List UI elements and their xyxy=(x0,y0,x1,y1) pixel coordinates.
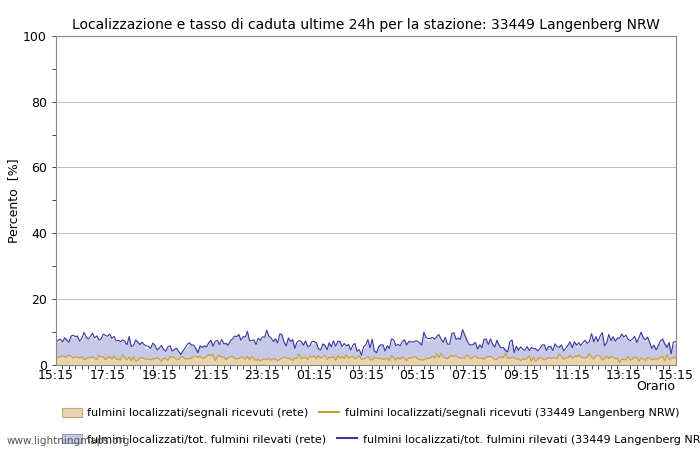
Legend: fulmini localizzati/tot. fulmini rilevati (rete), fulmini localizzati/tot. fulmi: fulmini localizzati/tot. fulmini rilevat… xyxy=(62,434,700,445)
Y-axis label: Percento  [%]: Percento [%] xyxy=(7,158,20,243)
Text: Orario: Orario xyxy=(636,380,676,393)
Title: Localizzazione e tasso di caduta ultime 24h per la stazione: 33449 Langenberg NR: Localizzazione e tasso di caduta ultime … xyxy=(72,18,659,32)
Text: www.lightningmaps.org: www.lightningmaps.org xyxy=(7,436,130,446)
